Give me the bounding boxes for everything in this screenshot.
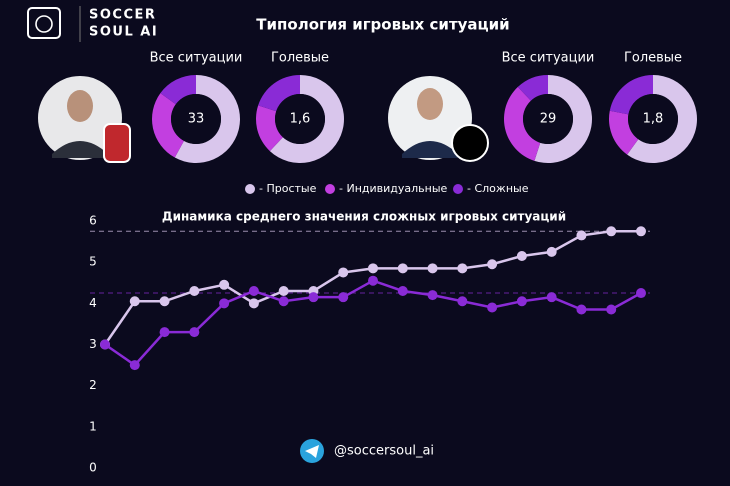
coach-photo — [388, 76, 489, 162]
series-point — [606, 304, 617, 315]
series-point — [189, 327, 200, 338]
series-point — [576, 304, 587, 315]
series-point — [278, 285, 289, 296]
donut-segment — [174, 75, 240, 163]
series-point — [308, 292, 319, 303]
telegram-plane — [305, 445, 319, 458]
donut-segment — [269, 75, 344, 163]
series-point — [546, 292, 557, 303]
donut-hole — [171, 94, 221, 144]
series-point — [457, 263, 468, 274]
donut-segment — [609, 75, 653, 115]
logo-icon — [27, 7, 61, 39]
series-point — [576, 230, 587, 241]
donut-segment — [504, 86, 541, 161]
logo: SOCCER SOUL AI — [27, 6, 158, 42]
donut-center-label: 1,8 — [643, 112, 664, 127]
donut-title: Все ситуации — [150, 51, 243, 66]
photo-body — [52, 141, 108, 158]
series-point — [338, 267, 349, 278]
series-point — [516, 296, 527, 307]
y-tick-label: 3 — [89, 337, 97, 351]
legend-swatch — [245, 184, 255, 194]
series-point — [427, 263, 438, 274]
series-point — [219, 298, 230, 309]
title: Типология игровых ситуаций — [256, 16, 509, 34]
donut-segment — [258, 75, 300, 112]
club-badge — [103, 123, 131, 163]
legend-swatch — [453, 184, 463, 194]
photo-body — [402, 141, 458, 158]
donut-segment — [255, 105, 283, 152]
legend-swatch — [325, 184, 335, 194]
series-point — [368, 275, 378, 286]
series-point — [516, 250, 527, 261]
series-point — [338, 292, 349, 303]
y-tick-label: 5 — [89, 255, 97, 269]
logo-text: SOCCER — [89, 8, 156, 23]
donut-center-label: 29 — [540, 112, 557, 127]
series-point — [129, 360, 140, 371]
y-tick-label: 0 — [89, 461, 97, 475]
series-point — [248, 298, 259, 309]
series-point — [457, 296, 468, 307]
series-point — [248, 285, 259, 296]
series-point — [636, 288, 646, 299]
logo-ball — [35, 15, 53, 33]
donut-segment — [627, 75, 697, 163]
donut-hole — [628, 94, 678, 144]
series-point — [397, 263, 408, 274]
coach-photo — [38, 76, 131, 163]
donut-hole — [275, 94, 325, 144]
y-tick-label: 6 — [89, 214, 97, 228]
series-point — [487, 259, 498, 270]
donut-center-label: 33 — [188, 112, 205, 127]
legend-label: - Сложные — [467, 182, 529, 195]
donut-segment — [152, 93, 184, 158]
y-tick-label: 4 — [89, 296, 97, 310]
footer-handle: @soccersoul_ai — [334, 444, 434, 459]
series-point — [397, 285, 408, 296]
legend-label: - Индивидуальные — [339, 182, 448, 195]
donut-hole — [523, 94, 573, 144]
donut-center-label: 1,6 — [290, 112, 311, 127]
series-point — [159, 296, 170, 307]
club-badge — [451, 124, 489, 162]
donut-title: Голевые — [271, 51, 329, 66]
legend-label: - Простые — [259, 182, 317, 195]
donut-title: Все ситуации — [502, 51, 595, 66]
photo-face — [67, 90, 93, 122]
donut-segment — [608, 110, 639, 155]
donut-segment — [517, 75, 548, 101]
telegram-icon — [300, 439, 324, 463]
donut-segment — [160, 75, 196, 105]
series-point — [189, 285, 200, 296]
series-point — [636, 226, 646, 237]
series-point — [368, 263, 378, 274]
series-point — [278, 296, 289, 307]
y-tick-label: 1 — [89, 419, 97, 433]
logo-text: SOUL AI — [89, 25, 158, 40]
series-point — [487, 302, 498, 313]
line-title: Динамика среднего значения сложных игров… — [162, 210, 566, 224]
series-point — [546, 246, 557, 257]
series-point — [606, 226, 617, 237]
series-point — [100, 339, 110, 350]
donut-segment — [534, 75, 592, 163]
series-point — [427, 290, 438, 301]
y-tick-label: 2 — [89, 378, 97, 392]
series-point — [129, 296, 140, 307]
series-point — [219, 279, 230, 290]
photo-face — [417, 88, 443, 120]
series-point — [159, 327, 170, 338]
donut-title: Голевые — [624, 51, 682, 66]
